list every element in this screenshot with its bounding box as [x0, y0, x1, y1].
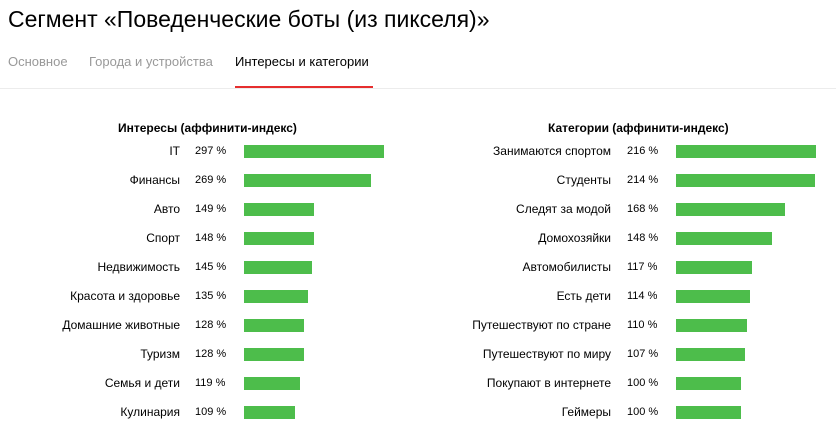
- interest-row-label: Авто: [153, 202, 180, 216]
- page-title: Сегмент «Поведенческие боты (из пикселя)…: [8, 6, 490, 32]
- category-row-bar: [676, 261, 752, 274]
- category-row-value: 214 %: [627, 174, 659, 186]
- category-row-value: 110 %: [627, 319, 658, 331]
- category-row: Геймеры 100 %: [0, 402, 836, 422]
- category-row-bar: [676, 377, 741, 390]
- tabs-divider: [0, 88, 836, 89]
- interest-row: Семья и дети 119 %: [0, 373, 836, 393]
- category-row-label: Геймеры: [561, 405, 611, 419]
- category-row-value: 100 %: [627, 377, 659, 389]
- category-row-label: Автомобилисты: [522, 260, 611, 274]
- category-row: Следят за модой 168 %: [0, 199, 836, 219]
- category-row-bar: [676, 232, 772, 245]
- category-row-bar: [676, 406, 741, 419]
- interest-row-bar: [244, 348, 304, 361]
- interest-row-bar: [244, 319, 304, 332]
- interest-row: Спорт 148 %: [0, 228, 836, 248]
- interests-heading: Интересы (аффинити-индекс): [118, 121, 297, 135]
- interest-row-value: 119 %: [195, 377, 226, 389]
- interest-row: Кулинария 109 %: [0, 402, 836, 422]
- category-row-label: Следят за модой: [516, 202, 611, 216]
- interest-row-value: 109 %: [195, 406, 227, 418]
- tab-cities-devices[interactable]: Города и устройства: [89, 54, 213, 69]
- interest-row-value: 269 %: [195, 174, 227, 186]
- category-row: Есть дети 114 %: [0, 286, 836, 306]
- interest-row: Красота и здоровье 135 %: [0, 286, 836, 306]
- category-row: Занимаются спортом 216 %: [0, 141, 836, 161]
- category-row: Путешествуют по миру 107 %: [0, 344, 836, 364]
- interest-row: Туризм 128 %: [0, 344, 836, 364]
- interest-row-bar: [244, 377, 300, 390]
- category-row-value: 148 %: [627, 232, 659, 244]
- category-row-value: 107 %: [627, 348, 659, 360]
- interest-row-bar: [244, 406, 295, 419]
- category-row: Студенты 214 %: [0, 170, 836, 190]
- category-row-label: Занимаются спортом: [493, 144, 611, 158]
- interest-row-bar: [244, 145, 384, 158]
- interest-row-label: IT: [169, 144, 180, 158]
- interest-row: Домашние животные 128 %: [0, 315, 836, 335]
- category-row-label: Домохозяйки: [538, 231, 611, 245]
- interest-row-value: 148 %: [195, 232, 227, 244]
- category-row-label: Путешествуют по миру: [482, 347, 611, 361]
- interest-row-value: 128 %: [195, 319, 227, 331]
- category-row: Автомобилисты 117 %: [0, 257, 836, 277]
- interest-row-label: Домашние животные: [62, 318, 180, 332]
- category-row-bar: [676, 319, 747, 332]
- tab-interests-categories[interactable]: Интересы и категории: [235, 54, 369, 69]
- interest-row-label: Семья и дети: [104, 376, 180, 390]
- interest-row: Недвижимость 145 %: [0, 257, 836, 277]
- interest-row-value: 128 %: [195, 348, 227, 360]
- interest-row-label: Спорт: [146, 231, 180, 245]
- category-row-label: Путешествуют по стране: [472, 318, 611, 332]
- category-row-value: 117 %: [627, 261, 658, 273]
- category-row: Путешествуют по стране 110 %: [0, 315, 836, 335]
- interest-row-bar: [244, 290, 308, 303]
- interest-row: IT 297 %: [0, 141, 836, 161]
- interest-row-value: 297 %: [195, 145, 227, 157]
- category-row: Покупают в интернете 100 %: [0, 373, 836, 393]
- category-row-label: Есть дети: [556, 289, 611, 303]
- interest-row-value: 149 %: [195, 203, 227, 215]
- category-row-label: Студенты: [556, 173, 611, 187]
- interest-row-value: 135 %: [195, 290, 227, 302]
- category-row-bar: [676, 348, 745, 361]
- interest-row-label: Красота и здоровье: [70, 289, 180, 303]
- active-tab-indicator: [235, 86, 373, 88]
- category-row-value: 168 %: [627, 203, 659, 215]
- interest-row: Финансы 269 %: [0, 170, 836, 190]
- category-row-bar: [676, 290, 750, 303]
- category-row-value: 216 %: [627, 145, 659, 157]
- category-row-value: 100 %: [627, 406, 659, 418]
- category-row-label: Покупают в интернете: [486, 376, 611, 390]
- interest-row-bar: [244, 174, 371, 187]
- interest-row-label: Туризм: [140, 347, 180, 361]
- interest-row-bar: [244, 232, 314, 245]
- interest-row-label: Недвижимость: [97, 260, 180, 274]
- interest-row-bar: [244, 261, 312, 274]
- categories-heading: Категории (аффинити-индекс): [548, 121, 729, 135]
- interest-row: Авто 149 %: [0, 199, 836, 219]
- interest-row-value: 145 %: [195, 261, 227, 273]
- interest-row-label: Кулинария: [120, 405, 180, 419]
- category-row-value: 114 %: [627, 290, 658, 302]
- interest-row-label: Финансы: [129, 173, 180, 187]
- category-row-bar: [676, 174, 815, 187]
- tab-main[interactable]: Основное: [8, 54, 68, 69]
- interest-row-bar: [244, 203, 314, 216]
- category-row: Домохозяйки 148 %: [0, 228, 836, 248]
- category-row-bar: [676, 145, 816, 158]
- category-row-bar: [676, 203, 785, 216]
